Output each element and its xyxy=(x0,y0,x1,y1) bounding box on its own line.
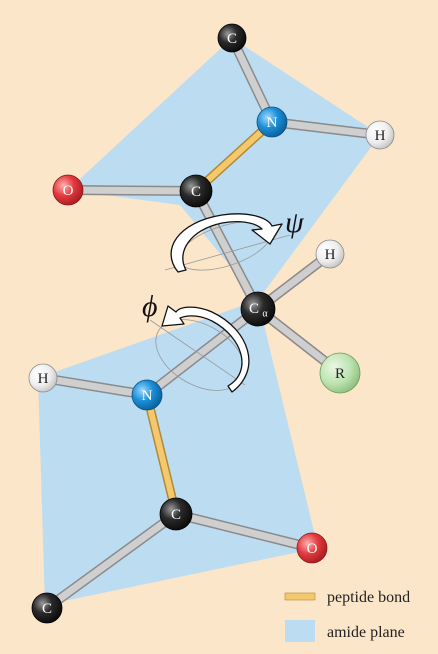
legend-swatch-amide-plane xyxy=(285,620,315,642)
atoms: C N H O C H C α R xyxy=(28,23,395,624)
atom-c-alpha: C α xyxy=(240,291,276,327)
atom-o-top: O xyxy=(52,174,84,206)
svg-text:C: C xyxy=(171,507,181,523)
atom-r-group: R xyxy=(319,352,361,394)
atom-h-bottom: H xyxy=(28,363,58,393)
atom-h-alpha: H xyxy=(315,239,345,269)
legend-label-peptide-bond: peptide bond xyxy=(327,589,410,606)
atom-n-bottom: N xyxy=(131,379,163,411)
svg-text:O: O xyxy=(63,183,74,199)
atom-c-bottom: C xyxy=(31,592,63,624)
phi-rotation-arrow xyxy=(149,305,250,393)
svg-text:O: O xyxy=(307,541,318,557)
svg-text:C: C xyxy=(227,31,237,47)
svg-text:C: C xyxy=(249,301,259,317)
legend-swatch-peptide-bond xyxy=(284,592,316,601)
atom-o-bottom: O xyxy=(296,532,328,564)
legend: peptide bond amide plane xyxy=(284,589,410,642)
legend-label-amide-plane: amide plane xyxy=(327,624,405,641)
psi-label: ψ xyxy=(285,206,305,239)
svg-text:H: H xyxy=(38,371,49,387)
svg-text:H: H xyxy=(375,128,386,144)
svg-text:α: α xyxy=(262,309,268,320)
svg-text:C: C xyxy=(191,184,201,200)
svg-text:H: H xyxy=(325,247,336,263)
atom-c-carbonyl-bottom: C xyxy=(159,497,193,531)
svg-text:N: N xyxy=(267,115,278,131)
atom-h-top: H xyxy=(365,120,395,150)
atom-c-carbonyl-top: C xyxy=(179,174,213,208)
svg-text:R: R xyxy=(335,366,345,382)
atom-n-top: N xyxy=(256,106,288,138)
psi-rotation-arrow xyxy=(164,213,291,273)
atom-c-top: C xyxy=(217,23,247,53)
phi-label: ϕ xyxy=(142,290,158,323)
svg-text:N: N xyxy=(142,388,153,404)
amide-plane-bottom xyxy=(38,300,318,605)
svg-text:C: C xyxy=(42,601,52,617)
